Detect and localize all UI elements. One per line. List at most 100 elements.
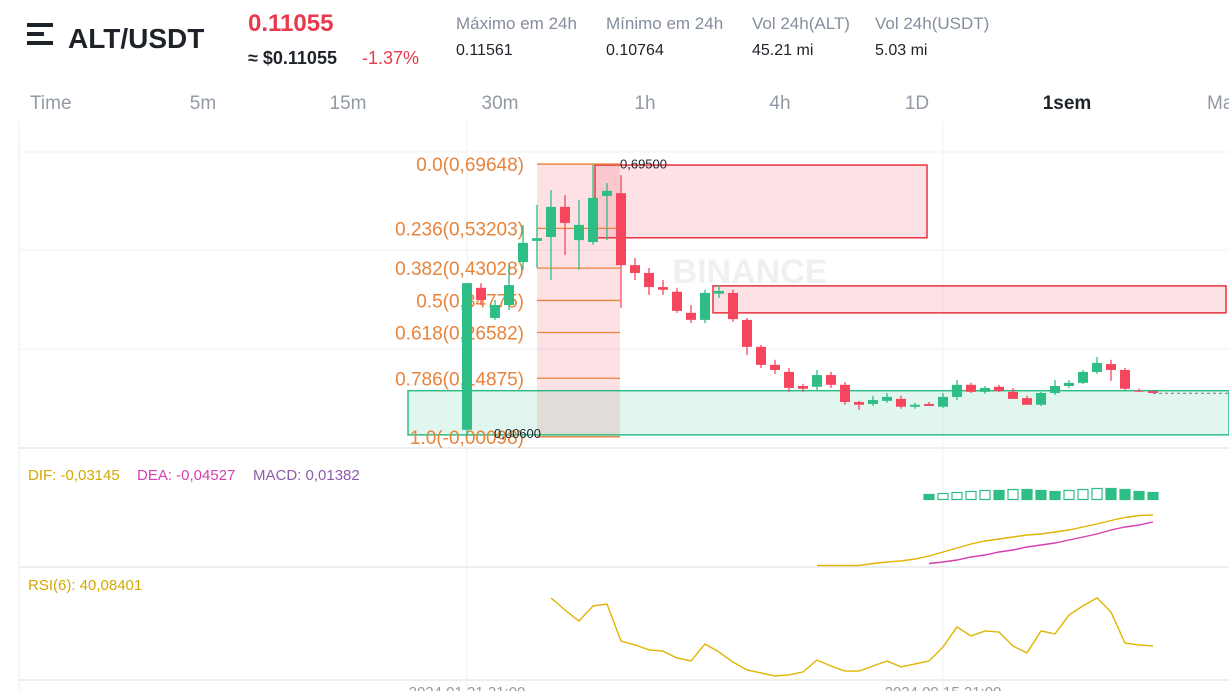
interval-tab[interactable]: 4h (769, 93, 790, 114)
stat-value: 0.10764 (606, 42, 664, 59)
candle-body (770, 364, 780, 370)
macd-bar (1133, 490, 1145, 501)
price-change: -1.37% (362, 48, 419, 68)
zone-box (594, 164, 928, 239)
stat-label: Vol 24h(USDT) (875, 14, 989, 33)
stat-value: 45.21 mi (752, 42, 813, 59)
macd-bar (1077, 488, 1089, 501)
dif-line (817, 514, 1154, 567)
candle-body (980, 387, 990, 392)
candle-body (826, 375, 836, 385)
macd-bar (1049, 490, 1061, 501)
fib-label: 0.0(0,69648) (416, 155, 524, 176)
macd-bar (1091, 487, 1103, 501)
date-label: 2024.01.21 21:00 (409, 684, 526, 691)
candle-body (588, 197, 598, 243)
interval-tab[interactable]: Ma (1207, 93, 1229, 114)
price-annotation: 0,00600 (494, 426, 541, 441)
price-annotation: 0,69500 (620, 157, 667, 172)
interval-tab[interactable]: 5m (190, 93, 216, 114)
macd-bar (951, 491, 963, 501)
dea-line (928, 521, 1154, 565)
candle-body (1008, 391, 1018, 399)
macd-bar (1147, 491, 1159, 501)
stat-label: Vol 24h(ALT) (752, 14, 850, 33)
candle-body (560, 206, 570, 223)
rsi-line (550, 596, 1154, 677)
last-price: 0.11055 (248, 10, 333, 37)
candle-body (1064, 382, 1074, 386)
date-label: 2024.09.15 21:00 (885, 684, 1002, 691)
candle-body (728, 292, 738, 320)
macd-bar (993, 489, 1005, 501)
macd-bar (1063, 489, 1075, 501)
fib-label: 0.382(0,43028) (395, 259, 524, 280)
candle-body (812, 375, 822, 387)
macd-bar (1007, 488, 1019, 501)
macd-label: MACD: 0,01382 (253, 467, 360, 484)
interval-tab[interactable]: 30m (482, 93, 519, 114)
macd-bar (1035, 489, 1047, 501)
candle-body (784, 371, 794, 388)
candle-body (644, 272, 654, 288)
candle-body (910, 404, 920, 407)
chart: BINANCE 0.0(0,69648) 0.236(0,53203) 0.382(0… (18, 122, 1229, 691)
fib-label: 0.618(0,26582) (395, 323, 524, 344)
candle-body (672, 291, 682, 311)
candle-body (756, 346, 766, 365)
candle-body (658, 287, 668, 290)
candle-body (994, 386, 1004, 392)
candle-body (952, 384, 962, 397)
candle-body (546, 206, 556, 237)
interval-tab[interactable]: 15m (330, 93, 367, 114)
candle-body (504, 285, 514, 306)
macd-bar (1105, 487, 1117, 501)
candle-body (1134, 390, 1144, 392)
fib-label: 0.236(0,53203) (395, 219, 524, 240)
candle-body (686, 312, 696, 320)
zone-box (712, 285, 1227, 314)
zone-box (407, 389, 1229, 436)
macd-bar (1119, 488, 1131, 501)
dea-label: DEA: -0,04527 (137, 467, 235, 484)
interval-tab[interactable]: Time (30, 93, 72, 114)
candle-body (840, 384, 850, 403)
interval-tab[interactable]: 1D (905, 93, 929, 114)
macd-bar (923, 493, 935, 501)
candle-body (490, 305, 500, 318)
interval-tabs: Time 5m 15m 30m 1h 4h 1D 1sem Ma (30, 93, 1229, 114)
stat-value: 5.03 mi (875, 42, 927, 59)
candle-body (938, 396, 948, 407)
fib-label: 1.0(-0,00098) (410, 428, 524, 449)
dif-label: DIF: -0,03145 (28, 467, 120, 484)
candle-body (924, 403, 934, 406)
fib-label: 0.786(0,14875) (395, 369, 524, 390)
candle-body (714, 290, 724, 294)
candle-body (1078, 371, 1088, 383)
watermark: BINANCE (673, 253, 828, 291)
candle-body (532, 238, 542, 241)
stats: Máximo em 24h 0.11561 Mínimo em 24h 0.10764… (456, 14, 989, 59)
menu-icon[interactable] (27, 23, 53, 45)
usd-price: ≈ $0.11055 (248, 48, 337, 68)
candle-body (1036, 393, 1046, 405)
macd-bar (979, 489, 991, 501)
candle-body (630, 265, 640, 273)
candle-body (518, 242, 528, 263)
candle-body (700, 292, 710, 320)
stat-label: Máximo em 24h (456, 14, 577, 33)
candle-body (1022, 398, 1032, 405)
stat-value: 0.11561 (456, 42, 513, 59)
rsi-label: RSI(6): 40,08401 (28, 577, 142, 594)
candle-body (1106, 364, 1116, 370)
macd-bar (937, 492, 949, 501)
candle-body (966, 384, 976, 392)
pair[interactable]: ALT/USDT (68, 23, 204, 54)
candle-body (1148, 391, 1158, 394)
interval-tab[interactable]: 1sem (1043, 93, 1092, 114)
interval-tab[interactable]: 1h (634, 93, 655, 114)
candle-body (1050, 385, 1060, 394)
candle-body (868, 400, 878, 404)
